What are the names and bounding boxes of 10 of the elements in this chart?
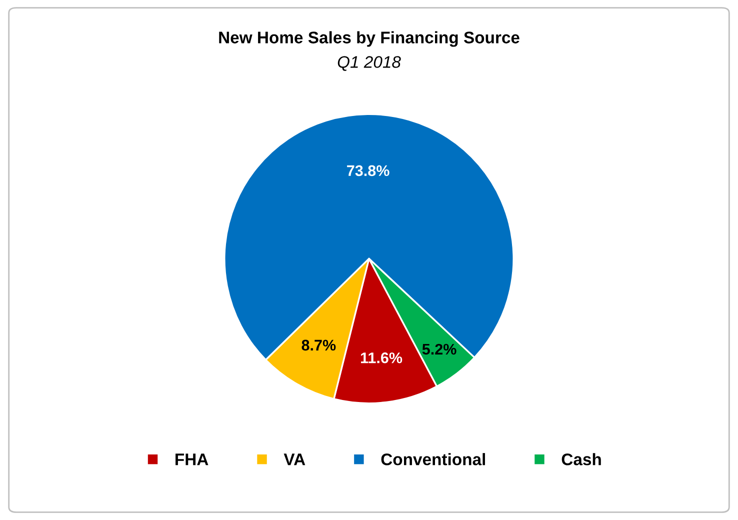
data-label: 73.8% <box>347 165 390 176</box>
data-label: 5.2% <box>422 344 456 355</box>
legend-label: FHA <box>176 454 208 466</box>
legend-label: Conventional <box>381 453 485 466</box>
legend-label: Cash <box>562 453 601 466</box>
legend-label: VA <box>284 454 306 466</box>
chart-subtitle: Q1 2018 <box>338 56 401 71</box>
data-label: 8.7% <box>302 340 336 351</box>
chart-title: New Home Sales by Financing Source <box>219 31 520 47</box>
data-label: 11.6% <box>361 352 402 364</box>
